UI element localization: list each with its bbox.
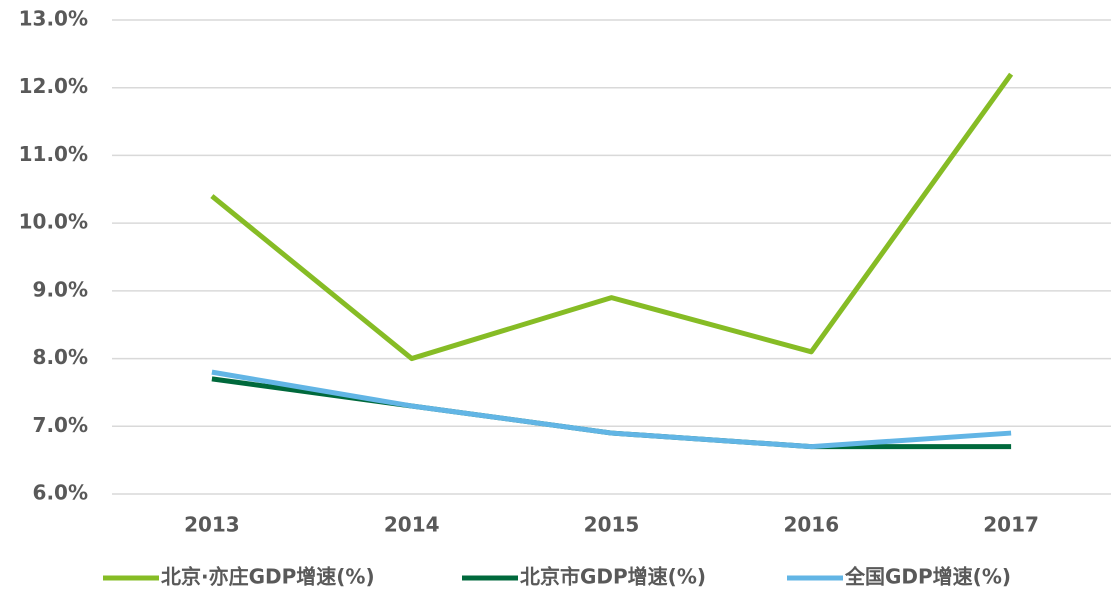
y-tick-label: 11.0% — [19, 142, 88, 166]
x-tick-label: 2017 — [983, 513, 1039, 537]
y-tick-label: 6.0% — [33, 481, 88, 505]
legend-label: 北京市GDP增速(%) — [520, 565, 706, 589]
y-tick-label: 7.0% — [33, 413, 88, 437]
series-line — [211, 376, 1012, 450]
series-line — [211, 369, 1012, 450]
legend-label: 全国GDP增速(%) — [844, 565, 1011, 589]
y-tick-label: 13.0% — [19, 7, 88, 31]
legend-label: 北京·亦庄GDP增速(%) — [161, 565, 375, 589]
y-tick-label: 10.0% — [19, 210, 88, 234]
y-tick-label: 12.0% — [19, 74, 88, 98]
x-tick-label: 2013 — [184, 513, 240, 537]
y-tick-label: 9.0% — [33, 277, 88, 301]
x-tick-label: 2016 — [783, 513, 839, 537]
series-line — [210, 72, 1014, 362]
y-tick-label: 8.0% — [33, 345, 88, 369]
x-tick-label: 2014 — [384, 513, 440, 537]
x-tick-label: 2015 — [584, 513, 640, 537]
